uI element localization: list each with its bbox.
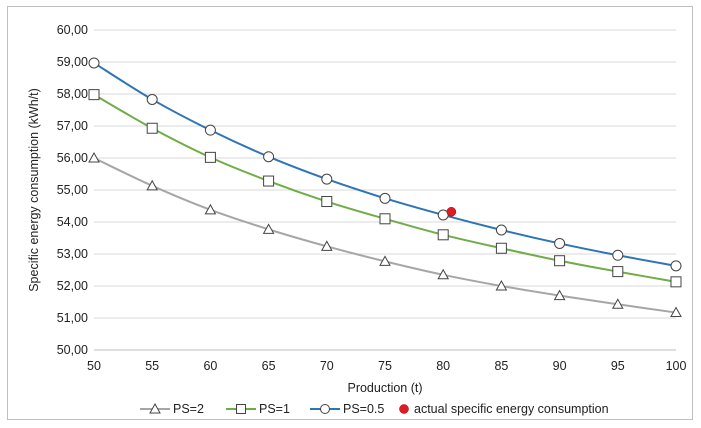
data-point xyxy=(554,237,566,249)
actual-consumption-point xyxy=(446,207,457,217)
data-point xyxy=(146,93,158,105)
actual-points-layer xyxy=(446,207,457,217)
data-point xyxy=(204,151,216,163)
x-tick-label: 90 xyxy=(553,359,567,373)
data-point xyxy=(553,289,566,301)
data-point xyxy=(495,224,507,236)
data-point xyxy=(204,124,216,136)
chart-frame xyxy=(7,6,693,420)
data-point xyxy=(670,260,682,272)
y-tick-label: 58,00 xyxy=(57,87,88,101)
legend-label: PS=0.5 xyxy=(343,402,384,416)
legend-label: PS=2 xyxy=(173,402,204,416)
data-point xyxy=(611,298,624,309)
legend-label: actual specific energy consumption xyxy=(414,402,609,416)
data-point xyxy=(379,192,391,204)
x-tick-label: 50 xyxy=(87,359,101,373)
x-tick-label: 85 xyxy=(494,359,508,373)
data-point xyxy=(670,276,682,288)
legend: PS=2 PS=1 PS=0.5 actual specific energy con… xyxy=(140,402,609,416)
data-point xyxy=(612,249,624,261)
legend-label: PS=1 xyxy=(259,402,290,416)
x-tick-label: 75 xyxy=(378,359,392,373)
y-tick-label: 60,00 xyxy=(57,23,88,37)
data-point xyxy=(670,306,682,318)
data-point xyxy=(320,240,333,251)
legend-item: PS=1 xyxy=(226,402,290,416)
data-point xyxy=(379,213,391,225)
x-tick-label: 95 xyxy=(611,359,625,373)
data-point xyxy=(263,175,275,187)
x-tick-label: 55 xyxy=(145,359,159,373)
grid-lines xyxy=(94,29,676,319)
y-tick-label: 55,00 xyxy=(57,183,88,197)
data-point xyxy=(554,255,566,267)
data-point xyxy=(146,179,159,191)
data-point xyxy=(321,173,333,185)
data-point xyxy=(495,279,508,291)
series-line xyxy=(93,62,677,267)
legend-marker xyxy=(399,404,409,414)
data-point xyxy=(612,266,624,278)
data-point xyxy=(88,57,100,69)
legend-marker xyxy=(149,402,161,414)
data-point xyxy=(437,229,449,241)
legend-marker xyxy=(320,404,330,414)
x-axis-ticks: 50 55 60 65 70 75 80 85 90 95 100 xyxy=(87,359,686,373)
legend-item: PS=2 xyxy=(140,402,204,416)
y-tick-label: 56,00 xyxy=(57,151,88,165)
series-ps-0-5 xyxy=(88,57,682,272)
x-tick-label: 100 xyxy=(666,359,687,373)
y-axis-ticks: 50,00 51,00 52,00 53,00 54,00 55,00 56,00 57,00… xyxy=(57,23,88,357)
x-tick-label: 65 xyxy=(262,359,276,373)
data-point xyxy=(88,89,100,101)
y-axis-label: Specific energy consumption (kWh/t) xyxy=(27,88,41,292)
legend-item: PS=0.5 xyxy=(310,402,384,416)
series-ps-1 xyxy=(88,89,682,288)
legend-item: actual specific energy consumption xyxy=(399,402,609,416)
data-point xyxy=(262,223,275,234)
x-axis-label: Production (t) xyxy=(347,381,422,395)
series-layer xyxy=(88,57,682,318)
y-tick-label: 50,00 xyxy=(57,343,88,357)
data-point xyxy=(204,203,217,215)
x-tick-label: 60 xyxy=(203,359,217,373)
y-tick-label: 52,00 xyxy=(57,279,88,293)
data-point xyxy=(495,242,507,254)
x-tick-label: 70 xyxy=(320,359,334,373)
x-tick-label: 80 xyxy=(436,359,450,373)
data-point xyxy=(146,122,158,134)
data-point xyxy=(263,151,275,163)
y-tick-label: 53,00 xyxy=(57,247,88,261)
data-point xyxy=(437,268,450,280)
data-point xyxy=(321,196,333,208)
y-tick-label: 51,00 xyxy=(57,311,88,325)
series-line xyxy=(93,157,677,314)
y-tick-label: 54,00 xyxy=(57,215,88,229)
legend-marker xyxy=(236,404,246,414)
series-ps-2 xyxy=(88,151,682,318)
data-point xyxy=(379,255,391,266)
y-tick-label: 59,00 xyxy=(57,55,88,69)
y-tick-label: 57,00 xyxy=(57,119,88,133)
data-point xyxy=(88,151,100,163)
